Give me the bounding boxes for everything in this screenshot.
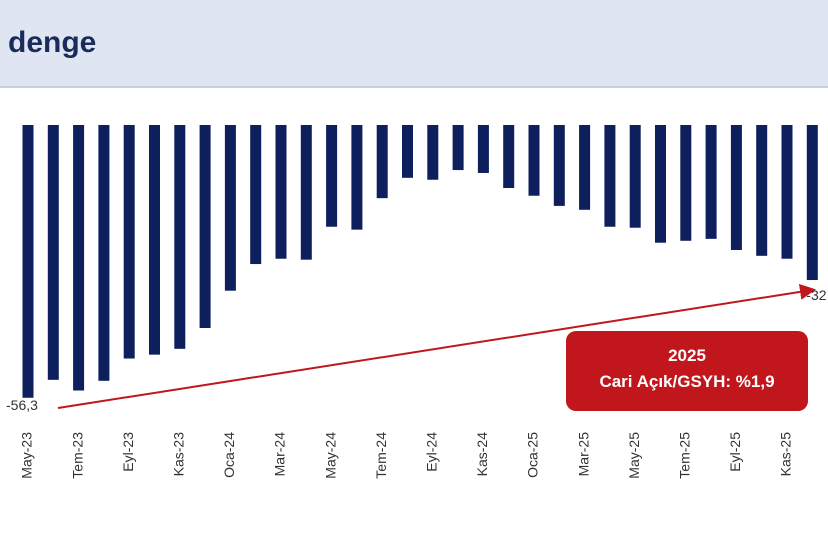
x-tick-label: Eyl-24 [424,432,440,472]
x-tick-label: Kas-24 [474,432,490,477]
x-tick-label: Eyl-25 [727,432,743,472]
bar [477,125,489,173]
bar [47,125,59,380]
x-tick-label: Tem-23 [69,432,85,479]
x-tick-label: May-24 [322,432,338,479]
bar [275,125,287,259]
bar [123,125,135,359]
bar [528,125,540,196]
bar [300,125,312,260]
bar [680,125,692,241]
bar [452,125,464,171]
bar [427,125,439,180]
x-tick-label: Eyl-23 [120,432,136,472]
bar [629,125,641,228]
bar [806,125,818,281]
bar [604,125,616,227]
bar [174,125,186,349]
bar [781,125,793,259]
x-tick-label: Mar-25 [575,432,591,477]
bar [655,125,666,243]
bar [199,125,211,328]
bar [376,125,388,199]
trend-arrow [57,283,816,409]
x-tick-label: Oca-24 [221,432,237,478]
bar [730,125,742,250]
x-tick-label: Kas-23 [171,432,187,477]
x-tick-label: Tem-25 [677,432,693,479]
x-tick-label: May-25 [626,432,642,479]
x-tick-label: Tem-24 [373,432,389,479]
bar [705,125,717,239]
bar [224,125,236,291]
annotation-box: 2025 Cari Açık/GSYH: %1,9 [566,331,808,411]
x-tick-label: May-23 [19,432,35,479]
header: denge [0,0,828,88]
bar [22,125,34,398]
bar [98,125,110,381]
page-title: denge [8,26,97,59]
bar [402,125,413,178]
bar [351,125,363,230]
bar [579,125,591,210]
bar [149,125,160,355]
x-tick-label: Mar-24 [272,432,288,477]
annotation-text: Cari Açık/GSYH: %1,9 [599,372,775,391]
bar [503,125,515,188]
x-tick-label: Oca-25 [525,432,541,478]
bar [756,125,768,256]
value-label: -32 [806,287,826,303]
bar [73,125,85,391]
bar [326,125,338,227]
bar [553,125,565,206]
x-tick-label: Kas-25 [778,432,794,477]
annotation-title: 2025 [668,346,706,365]
bar [250,125,262,265]
value-label: -56,3 [6,397,38,413]
